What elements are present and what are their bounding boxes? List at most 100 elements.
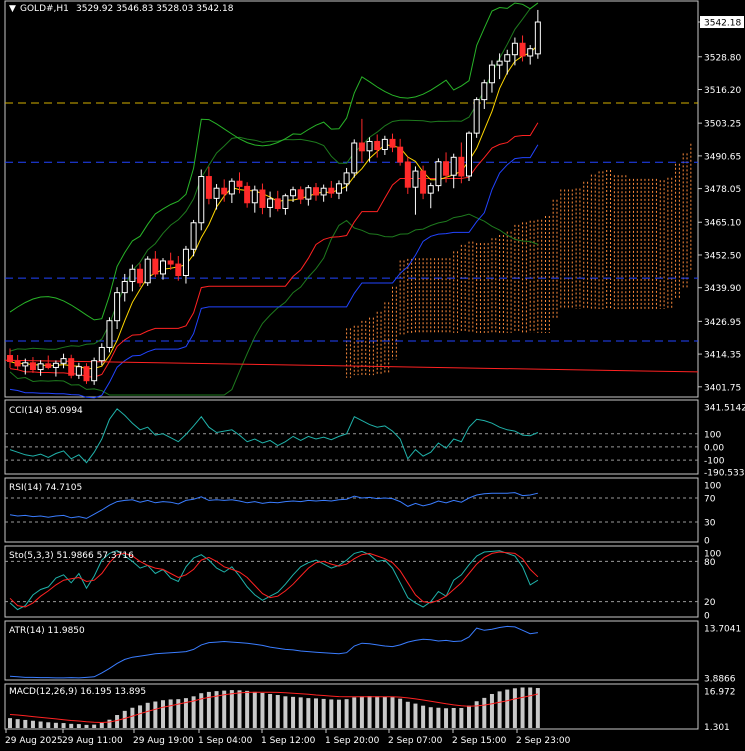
bear-candle (404, 161, 411, 188)
bull-candle (37, 363, 44, 371)
macd-histogram-bar (352, 697, 357, 728)
macd-histogram-bar (482, 697, 487, 728)
bull-candle (144, 258, 151, 284)
stochastic-title: Sto(5,3,3) 51.9866 57.3716 (9, 551, 134, 561)
macd-signal-line (9, 691, 539, 724)
price-tick-label: 3414.35 (704, 351, 741, 361)
macd-histogram-bar (291, 696, 296, 728)
macd-histogram-bar (245, 690, 250, 728)
macd-histogram-bar (421, 705, 426, 728)
macd-histogram-bar (283, 696, 288, 728)
indicator-tick-label: 13.7041 (704, 625, 741, 635)
bear-candle (152, 258, 159, 275)
cci-title: CCI(14) 85.0994 (9, 406, 83, 416)
macd-histogram-bar (237, 690, 242, 728)
macd-histogram-bar (161, 700, 165, 728)
bull-candle (412, 170, 419, 188)
bull-candle (228, 180, 235, 195)
macd-histogram-bar (359, 696, 364, 728)
bear-candle (420, 170, 427, 194)
macd-histogram-bar (489, 693, 494, 728)
bear-candle (167, 260, 174, 265)
macd-histogram-bar (413, 703, 418, 728)
bull-candle (290, 189, 297, 197)
indicator-tick-label: 100 (704, 482, 721, 492)
macd-histogram-bar (252, 691, 257, 728)
bull-candle (198, 176, 205, 224)
macd-histogram-bar (38, 721, 43, 728)
price-tick-label: 3465.10 (704, 219, 741, 229)
bear-candle (68, 358, 75, 376)
bull-candle (160, 260, 166, 275)
macd-histogram-bar (329, 699, 334, 728)
x-tick-label: 1 Sep 04:00 (198, 736, 253, 746)
bear-candle (313, 187, 319, 196)
bull-candle (335, 183, 342, 194)
indicator-tick-label: 1.301 (704, 723, 730, 733)
macd-histogram-bar (444, 708, 449, 728)
macd-histogram-bar (344, 699, 349, 728)
bear-candle (389, 138, 396, 148)
price-tick-label: 3503.25 (704, 120, 741, 130)
bear-candle (458, 156, 465, 177)
x-tick-label: 1 Sep 20:00 (325, 736, 380, 746)
stochastic-panel-frame (4, 545, 699, 618)
macd-histogram-bar (268, 693, 273, 728)
x-tick-label: 2 Sep 07:00 (388, 736, 443, 746)
macd-panel-frame (4, 683, 699, 730)
macd-histogram-bar (367, 696, 372, 728)
bull-candle (466, 132, 472, 177)
macd-histogram-bar (145, 702, 150, 728)
bull-candle (91, 360, 98, 382)
bear-candle (244, 185, 251, 204)
macd-histogram-bar (260, 692, 265, 728)
bollinger-upper-line (9, 2, 539, 352)
bear-candle (83, 366, 90, 382)
long-trend-line (4, 359, 699, 373)
x-tick-label: 2 Sep 15:00 (452, 736, 507, 746)
bear-candle (259, 189, 266, 208)
macd-histogram-bar (84, 724, 89, 728)
indicator-tick-label: 341.5142 (704, 404, 745, 414)
candles (7, 9, 541, 385)
macd-histogram-bar (30, 720, 35, 728)
macd-histogram-bar (107, 719, 112, 728)
bear-candle (7, 355, 13, 362)
macd-histogram-bar (428, 707, 433, 728)
indicator-tick-label: 16.972 (704, 688, 736, 698)
macd-histogram-bar (398, 698, 403, 728)
macd-histogram-bar (459, 708, 464, 728)
indicator-tick-label: 100 (704, 550, 721, 560)
macd-histogram-bar (336, 699, 341, 728)
macd-histogram-bar (176, 699, 181, 728)
sub-indicators (5, 408, 698, 728)
x-tick-label: 2 Sep 23:00 (516, 736, 571, 746)
price-levels (5, 102, 698, 342)
current-price-box (700, 16, 744, 29)
bull-candle (527, 48, 534, 57)
indicator-tick-label: 0 (704, 537, 710, 547)
current-price-label: 3542.18 (704, 19, 741, 29)
bull-candle (481, 82, 488, 101)
bull-candle (213, 187, 220, 199)
macd-histogram-bar (206, 691, 211, 728)
macd-histogram-bar (467, 705, 471, 728)
bollinger-lower-line (9, 213, 539, 396)
rsi-panel-frame (4, 477, 699, 543)
red-baseline-line (9, 122, 539, 378)
x-tick-label: 29 Aug 11:00 (62, 736, 123, 746)
bull-candle (129, 268, 136, 282)
bull-candle (106, 320, 113, 348)
macd-histogram-bar (46, 722, 51, 728)
macd-histogram-bar (306, 698, 311, 728)
bull-candle (121, 280, 128, 294)
bull-candle (496, 60, 503, 66)
bull-candle (267, 198, 274, 208)
menu-triangle-icon[interactable]: ▼ (9, 4, 16, 14)
indicator-tick-label: -190.5337 (704, 469, 745, 479)
price-tick-label: 3478.05 (704, 185, 741, 195)
macd-histogram-bar (168, 699, 173, 728)
indicator-tick-label: 3.8866 (704, 675, 736, 685)
macd-histogram-bar (375, 696, 380, 728)
atr-title: ATR(14) 11.9850 (9, 626, 85, 636)
